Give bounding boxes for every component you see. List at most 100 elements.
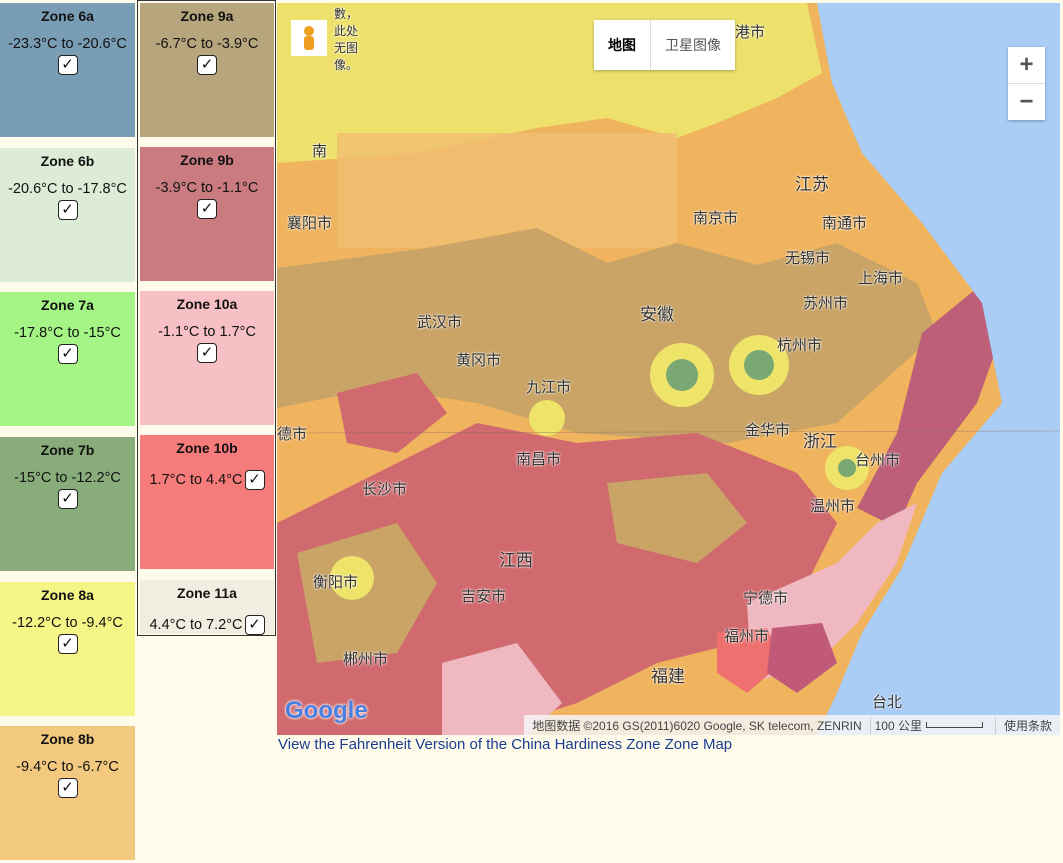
- zone-card: Zone 10b 1.7°C to 4.4°C ✓: [140, 435, 274, 569]
- zone-checkbox[interactable]: ✓: [244, 615, 265, 635]
- map-label: 台北: [872, 694, 903, 711]
- no-image-note: 此处: [334, 24, 359, 38]
- map-label: 武汉市: [417, 314, 463, 331]
- zone-card: Zone 8b -9.4°C to -6.7°C ✓: [0, 726, 135, 860]
- zone-checkbox[interactable]: ✓: [197, 199, 217, 219]
- zoom-in[interactable]: +: [1008, 47, 1045, 84]
- map-label: 宁德市: [743, 590, 789, 607]
- zone-range-text: -17.8°C to -15°C: [14, 325, 121, 341]
- zone-name: Zone 10a: [176, 296, 238, 312]
- zone-range-text: -6.7°C to -3.9°C: [155, 36, 259, 52]
- zone-name: Zone 9b: [180, 152, 234, 168]
- zone-card: Zone 6a -23.3°C to -20.6°C ✓: [0, 3, 135, 137]
- map-label: 郴州市: [343, 651, 389, 668]
- map-label: 江西: [499, 551, 533, 570]
- zone-checkbox[interactable]: ✓: [57, 200, 78, 220]
- zone-range-text: 4.4°C to 7.2°C: [149, 616, 243, 633]
- map-label: 德市: [277, 426, 308, 443]
- zone-name: Zone 11a: [177, 585, 237, 601]
- zone-range: -6.7°C to -3.9°C: [140, 36, 274, 52]
- map-label: 温州市: [810, 498, 856, 515]
- map-label: 江苏: [795, 175, 829, 194]
- zone-range: -9.4°C to -6.7°C: [0, 759, 135, 775]
- zone-name: Zone 8b: [40, 731, 95, 747]
- map-label: 杭州市: [777, 337, 823, 354]
- zone-card: Zone 8a -12.2°C to -9.4°C ✓: [0, 582, 135, 716]
- checkbox-row: ✓: [0, 344, 135, 364]
- zone-range: -1.1°C to 1.7°C: [140, 324, 274, 340]
- zone-name: Zone 7a: [41, 297, 94, 313]
- zone-card: Zone 10a -1.1°C to 1.7°C ✓: [140, 291, 274, 425]
- zone-checkbox[interactable]: ✓: [197, 343, 217, 363]
- zone-range-text: -12.2°C to -9.4°C: [12, 615, 123, 631]
- checkbox-row: ✓: [140, 199, 274, 219]
- zone-checkbox[interactable]: ✓: [57, 489, 78, 509]
- zone-range-text: -23.3°C to -20.6°C: [8, 36, 127, 52]
- zone-checkbox[interactable]: ✓: [57, 634, 78, 654]
- zone-name: Zone 6b: [40, 153, 95, 169]
- zone-checkbox[interactable]: ✓: [57, 344, 78, 364]
- scale-bar: [925, 722, 983, 728]
- map-label: 襄阳市: [287, 215, 333, 232]
- map-label: 苏州市: [803, 295, 849, 312]
- zone-range: -20.6°C to -17.8°C: [0, 181, 135, 197]
- zone-name: Zone 9a: [180, 8, 234, 24]
- zone-column: [137, 0, 276, 636]
- map[interactable]: 港市南江苏 南京市 南通市 襄阳市 无锡市 上海市 苏州市 武汉市 安徽 杭州市 黄冈市 九江市 金华市…: [277, 3, 1060, 735]
- google-logo: Google: [285, 697, 368, 724]
- map-label: 无锡市: [785, 250, 831, 267]
- zone-range: 4.4°C to 7.2°C ✓: [140, 615, 274, 635]
- map-label: 南: [312, 143, 328, 160]
- zone-range: -15°C to -12.2°C: [0, 470, 135, 486]
- zone-range-text: -3.9°C to -1.1°C: [155, 180, 259, 196]
- fahrenheit-link[interactable]: View the Fahrenheit Version of the China…: [278, 736, 733, 753]
- no-image-note: 无图: [334, 41, 359, 55]
- zone-range-text: -9.4°C to -6.7°C: [16, 759, 119, 775]
- map-label: 港市: [735, 24, 766, 41]
- map-type-button[interactable]: 卫星图像: [665, 37, 721, 53]
- terms-link[interactable]: 使用条款: [994, 716, 1060, 734]
- zone-range-text: -1.1°C to 1.7°C: [158, 324, 256, 340]
- zone-range: -23.3°C to -20.6°C: [0, 36, 135, 52]
- zone-name: Zone 8a: [41, 587, 94, 603]
- zone-range: -3.9°C to -1.1°C: [140, 180, 274, 196]
- map-label: 衡阳市: [313, 574, 359, 591]
- zone-range: -12.2°C to -9.4°C: [0, 615, 135, 631]
- map-label: 福州市: [724, 628, 770, 645]
- checkbox-row: ✓: [0, 778, 135, 798]
- map-label: 金华市: [745, 422, 791, 439]
- zone-range: 1.7°C to 4.4°C ✓: [140, 470, 274, 490]
- map-type-button[interactable]: 地图: [594, 20, 651, 70]
- map-label: 台州市: [855, 452, 901, 469]
- zone-card: Zone 6b -20.6°C to -17.8°C ✓: [0, 148, 135, 282]
- zone-card: Zone 11a 4.4°C to 7.2°C ✓: [140, 580, 274, 635]
- map-label: 浙江: [803, 432, 837, 451]
- zone-range-text: -15°C to -12.2°C: [14, 470, 121, 486]
- no-image-note: 像。: [334, 58, 359, 72]
- zoom-control: + −: [1008, 47, 1045, 120]
- map-label: 上海市: [858, 270, 904, 287]
- map-background: [277, 3, 1060, 735]
- zone-checkbox[interactable]: ✓: [197, 55, 217, 75]
- map-label: 安徽: [640, 305, 674, 324]
- zone-checkbox[interactable]: ✓: [57, 55, 78, 75]
- attribution: 地图数据 ©2016 GS(2011)6020 Google, SK telec…: [532, 718, 862, 733]
- map-label: 南通市: [822, 215, 868, 232]
- checkbox-row: ✓: [0, 200, 135, 220]
- checkbox-row: ✓: [0, 55, 135, 75]
- zone-range-text: -20.6°C to -17.8°C: [8, 181, 127, 197]
- map-label: 九江市: [526, 379, 572, 396]
- no-image-note: 數，: [334, 7, 359, 21]
- map-label: 福建: [651, 667, 685, 686]
- zone-checkbox[interactable]: ✓: [244, 470, 265, 490]
- zone-name: Zone 10b: [176, 440, 238, 456]
- zone-checkbox[interactable]: ✓: [57, 778, 78, 798]
- map-label: 长沙市: [362, 481, 408, 498]
- checkbox-row: ✓: [140, 343, 274, 363]
- checkbox-row: ✓: [0, 489, 135, 509]
- zoom-out[interactable]: −: [1019, 88, 1034, 115]
- map-label: 南京市: [693, 210, 739, 227]
- map-label: 南昌市: [516, 451, 562, 468]
- zone-range-text: 1.7°C to 4.4°C: [149, 471, 243, 488]
